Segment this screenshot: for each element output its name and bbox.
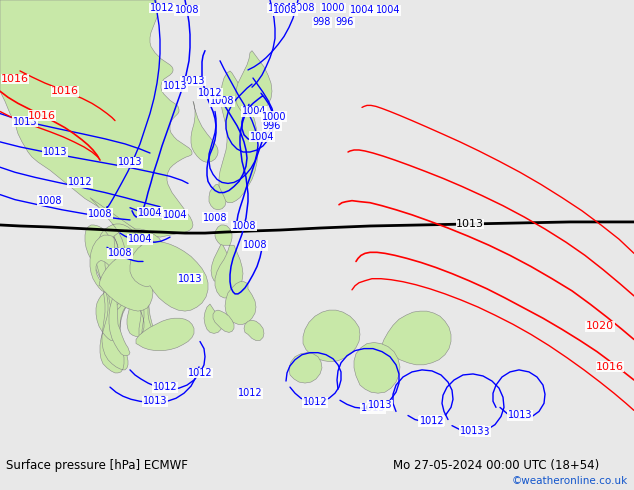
Polygon shape	[382, 311, 451, 365]
Text: 1008: 1008	[273, 5, 297, 15]
Text: 1004: 1004	[268, 3, 292, 13]
Polygon shape	[130, 241, 208, 311]
Text: 998: 998	[313, 17, 331, 27]
Text: 1012: 1012	[150, 3, 174, 13]
Text: 1012: 1012	[420, 416, 444, 425]
Text: 1013: 1013	[508, 411, 533, 420]
Polygon shape	[244, 320, 264, 341]
Text: 996: 996	[336, 17, 354, 27]
Text: 1000: 1000	[262, 112, 286, 122]
Text: 1008: 1008	[38, 196, 62, 206]
Text: 1013: 1013	[178, 274, 202, 284]
Text: 1008: 1008	[232, 221, 256, 231]
Text: 1013: 1013	[118, 157, 142, 167]
Text: 1013: 1013	[466, 427, 490, 437]
Polygon shape	[354, 343, 400, 393]
Polygon shape	[209, 184, 226, 210]
Text: 1013: 1013	[368, 400, 392, 410]
Text: 1008: 1008	[175, 5, 199, 15]
Polygon shape	[211, 243, 230, 283]
Text: 1012: 1012	[302, 397, 327, 407]
Polygon shape	[213, 310, 234, 332]
Text: 1012: 1012	[188, 368, 212, 378]
Text: 1008: 1008	[243, 240, 268, 250]
Text: 1012: 1012	[238, 388, 262, 398]
Text: 1004: 1004	[163, 210, 187, 220]
Text: 1013: 1013	[460, 426, 484, 436]
Text: 1008: 1008	[203, 213, 227, 223]
Polygon shape	[219, 71, 258, 203]
Text: 1000: 1000	[321, 3, 346, 13]
Text: 1013: 1013	[361, 403, 385, 414]
Text: 1016: 1016	[51, 86, 79, 96]
Text: 1013: 1013	[13, 117, 37, 126]
Text: 1004: 1004	[138, 208, 162, 218]
Text: 1004: 1004	[242, 106, 266, 117]
Text: Mo 27-05-2024 00:00 UTC (18+54): Mo 27-05-2024 00:00 UTC (18+54)	[393, 459, 599, 472]
Polygon shape	[99, 257, 153, 311]
Text: 1008: 1008	[291, 3, 315, 13]
Text: 1008: 1008	[87, 209, 112, 219]
Text: 1013: 1013	[456, 219, 484, 229]
Text: 1020: 1020	[586, 321, 614, 331]
Text: 1016: 1016	[1, 74, 29, 84]
Polygon shape	[225, 282, 256, 324]
Polygon shape	[204, 304, 222, 333]
Text: 1004: 1004	[250, 132, 275, 142]
Polygon shape	[215, 225, 243, 298]
Text: 996: 996	[263, 121, 281, 131]
Text: 1008: 1008	[210, 97, 234, 106]
Text: 1013: 1013	[143, 396, 167, 406]
Text: 1012: 1012	[153, 382, 178, 392]
Text: 1012: 1012	[418, 416, 443, 427]
Polygon shape	[289, 353, 322, 383]
Polygon shape	[236, 50, 272, 116]
Text: 1013: 1013	[163, 81, 187, 91]
Polygon shape	[191, 101, 218, 162]
Text: Surface pressure [hPa] ECMWF: Surface pressure [hPa] ECMWF	[6, 459, 188, 472]
Text: 1013: 1013	[181, 76, 205, 86]
Polygon shape	[136, 318, 194, 351]
Text: 1008: 1008	[108, 248, 133, 258]
Polygon shape	[90, 235, 130, 356]
Text: 1012: 1012	[198, 88, 223, 98]
Text: 1004: 1004	[350, 5, 374, 15]
Text: 1013: 1013	[42, 147, 67, 157]
Text: ©weatheronline.co.uk: ©weatheronline.co.uk	[512, 476, 628, 486]
Text: 1004: 1004	[127, 234, 152, 244]
Polygon shape	[303, 310, 360, 362]
Text: 1004: 1004	[376, 5, 400, 15]
Text: 1016: 1016	[596, 362, 624, 372]
Polygon shape	[85, 197, 165, 373]
Text: 1012: 1012	[68, 177, 93, 187]
Text: 1016: 1016	[28, 111, 56, 121]
Polygon shape	[0, 0, 193, 237]
